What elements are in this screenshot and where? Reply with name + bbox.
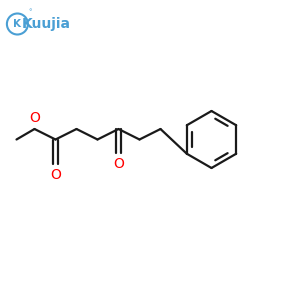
Text: O: O	[113, 158, 124, 171]
Text: Kuujia: Kuujia	[22, 17, 71, 31]
Text: O: O	[29, 111, 40, 124]
Text: °: °	[28, 9, 32, 15]
Text: K: K	[14, 19, 21, 29]
Text: O: O	[50, 168, 61, 182]
